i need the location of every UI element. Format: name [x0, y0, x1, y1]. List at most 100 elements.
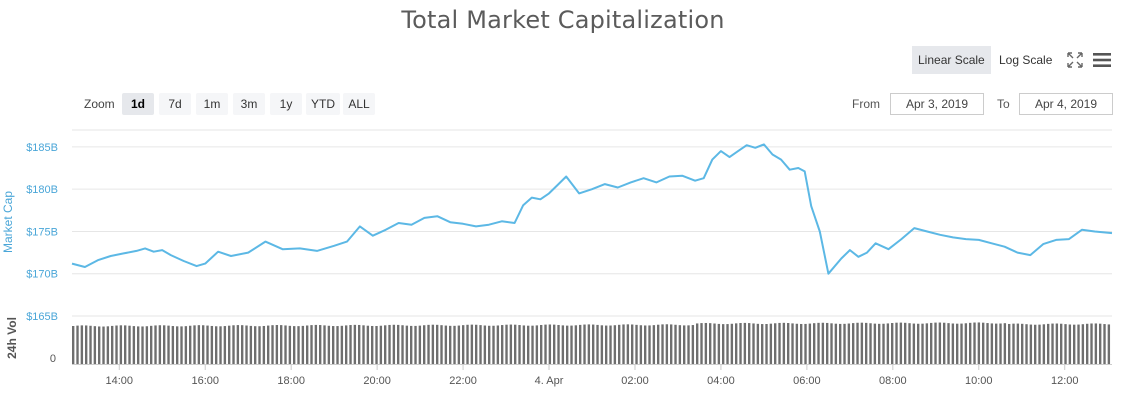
to-date-input[interactable] [1019, 93, 1113, 115]
volume-bar [878, 323, 881, 364]
volume-bar [587, 324, 591, 364]
volume-bar [349, 325, 352, 364]
from-date-input[interactable] [890, 93, 984, 115]
volume-bar [1094, 323, 1098, 364]
volume-bar [353, 324, 357, 364]
volume-bar [704, 322, 708, 364]
volume-bar [284, 325, 287, 364]
volume-bar [925, 323, 929, 364]
volume-bar [262, 325, 266, 364]
volume-bar [401, 325, 404, 364]
volume-bar [778, 322, 781, 364]
volume-bar [1055, 323, 1059, 364]
volume-bar [210, 325, 214, 364]
volume-bar [856, 322, 859, 364]
volume-bar [449, 325, 452, 364]
fullscreen-icon[interactable] [1065, 50, 1085, 70]
volume-bar [375, 325, 378, 364]
zoom-7d-button[interactable]: 7d [159, 93, 191, 115]
volume-bar [228, 325, 231, 364]
zoom-3m-button[interactable]: 3m [233, 93, 265, 115]
from-label: From [852, 97, 880, 111]
volume-bar [275, 325, 279, 364]
volume-bar [215, 326, 218, 364]
volume-bar [1029, 324, 1033, 364]
volume-bar [583, 324, 586, 364]
zoom-1m-button[interactable]: 1m [196, 93, 228, 115]
volume-bar [223, 326, 227, 364]
zoom-all-button[interactable]: ALL [343, 93, 375, 115]
volume-bar [293, 326, 296, 364]
x-tick-label: 4. Apr [535, 375, 564, 387]
volume-bar [860, 322, 864, 364]
volume-bar [89, 325, 92, 364]
volume-bar [917, 323, 920, 364]
volume-bar [366, 325, 370, 364]
menu-icon[interactable] [1092, 50, 1112, 70]
volume-bar [249, 325, 253, 364]
volume-bar [379, 325, 383, 364]
volume-bar [1060, 323, 1063, 364]
y-axis-label: Market Cap [1, 191, 15, 253]
volume-bar [869, 323, 872, 364]
volume-bar [548, 324, 552, 364]
volume-bar [765, 324, 768, 364]
volume-bar [969, 322, 972, 364]
volume-bar [1090, 323, 1093, 364]
market-cap-line [71, 143, 1113, 275]
volume-bar [280, 325, 283, 364]
volume-bar [678, 325, 682, 364]
volume-bar [436, 324, 439, 364]
volume-bar [665, 324, 669, 364]
volume-bar [804, 323, 807, 364]
volume-bar [518, 325, 521, 364]
zoom-1y-button[interactable]: 1y [270, 93, 302, 115]
volume-bar [938, 322, 942, 364]
volume-bar [236, 325, 240, 364]
volume-bar [808, 323, 812, 364]
volume-bar [219, 326, 222, 364]
volume-bar [384, 325, 387, 364]
volume-bar [800, 323, 803, 364]
volume-bar [427, 324, 430, 364]
volume-bar [327, 325, 331, 364]
volume-bar [336, 326, 339, 364]
volume-bar [973, 322, 976, 364]
zoom-ytd-button[interactable]: YTD [306, 93, 340, 115]
linear-scale-button[interactable]: Linear Scale [912, 46, 991, 74]
volume-bar [111, 325, 114, 364]
volume-bar [1021, 323, 1024, 364]
volume-bar [405, 325, 409, 364]
x-axis-ticks: 14:00 16:00 18:00 20:00 22:00 4. Apr 02:00 04:0… [106, 364, 1078, 387]
volume-bar [700, 323, 703, 364]
volume-bar [782, 322, 786, 364]
volume-bar [843, 323, 846, 364]
volume-bar [193, 325, 196, 364]
volume-bar [314, 324, 318, 364]
volume-bar [423, 325, 426, 364]
log-scale-button[interactable]: Log Scale [999, 53, 1053, 67]
volume-bar [1064, 324, 1067, 364]
volume-bar [440, 325, 443, 364]
volume-bar [847, 323, 851, 364]
zoom-1d-button[interactable]: 1d [122, 93, 154, 115]
volume-bar [787, 323, 790, 364]
volume-bar [964, 323, 968, 364]
volume-bar [821, 322, 825, 364]
volume-bar [730, 323, 734, 364]
volume-bar [501, 325, 504, 364]
volume-bar [453, 325, 456, 364]
volume-bar [1038, 324, 1041, 364]
volume-bar [332, 326, 335, 364]
volume-bar [648, 325, 651, 364]
volume-bar [158, 325, 162, 364]
volume-bar [631, 324, 634, 364]
volume-bar [132, 326, 136, 364]
volume-bar [80, 325, 84, 364]
volume-bar [85, 325, 88, 364]
zoom-label: Zoom [84, 97, 115, 111]
volume-bar [466, 324, 469, 364]
volume-bar [505, 324, 508, 364]
